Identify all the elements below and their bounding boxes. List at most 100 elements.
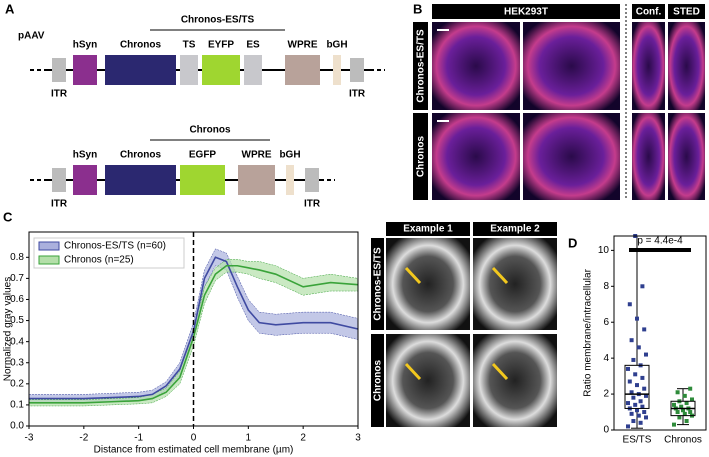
series-line — [29, 264, 359, 404]
y-tick-label: 10 — [598, 245, 610, 256]
data-point — [675, 390, 680, 395]
panel-letter: A — [5, 1, 15, 16]
itr-label: ITR — [51, 89, 68, 100]
data-point — [672, 402, 676, 407]
data-point — [626, 401, 630, 406]
data-point — [633, 402, 638, 407]
x-tick-label: 1 — [246, 433, 252, 444]
micrograph — [473, 238, 557, 330]
y-tick-label: 6 — [603, 317, 609, 328]
header-bar — [473, 222, 557, 236]
row-bar — [413, 113, 428, 200]
y-tick-label: 0.0 — [10, 421, 24, 432]
y-tick-label: 0.3 — [10, 357, 24, 368]
y-tick-label: 0.6 — [10, 294, 24, 305]
row-label: Chronos-ES/TS — [416, 29, 427, 103]
micrograph — [386, 334, 470, 427]
data-point — [629, 390, 634, 395]
y-tick-label: 0.4 — [10, 336, 24, 347]
itr-box — [52, 58, 66, 82]
header-label: STED — [673, 7, 700, 18]
significance-label: p = 4.4e-4 — [637, 236, 683, 247]
data-point — [642, 410, 647, 415]
line-profile — [491, 266, 509, 285]
element-box — [285, 55, 320, 85]
micrograph — [432, 22, 520, 110]
line-profile — [491, 362, 509, 381]
element-label: hSyn — [73, 150, 97, 161]
micrograph — [668, 113, 705, 200]
data-point — [636, 345, 641, 350]
y-tick-label: 0.1 — [10, 400, 24, 411]
data-point — [636, 413, 641, 418]
x-tick-label: -1 — [134, 433, 143, 444]
y-tick-label: 2 — [603, 389, 609, 400]
data-point — [631, 357, 636, 362]
data-point — [640, 375, 645, 380]
data-point — [690, 397, 694, 402]
axes-frame — [28, 231, 359, 427]
micrograph — [432, 113, 520, 200]
data-point — [638, 399, 643, 404]
data-point — [677, 415, 682, 420]
data-point — [644, 352, 648, 357]
itr-label: ITR — [304, 199, 321, 210]
element-label: EGFP — [189, 150, 217, 161]
element-label: bGH — [326, 40, 347, 51]
x-tick-label: -3 — [25, 433, 34, 444]
element-box — [105, 55, 176, 85]
legend-label: Chronos-ES/TS (n=60) — [64, 241, 166, 252]
element-label: hSyn — [73, 40, 97, 51]
header-bar — [632, 4, 665, 19]
x-tick-label: 0 — [191, 433, 197, 444]
x-tick-label: 3 — [355, 433, 361, 444]
data-point — [644, 393, 648, 398]
data-point — [682, 411, 687, 416]
itr-box — [52, 168, 66, 192]
data-point — [688, 386, 693, 391]
data-point — [675, 410, 680, 415]
data-point — [635, 316, 639, 321]
element-box — [244, 55, 262, 85]
axes-frame — [613, 235, 707, 431]
line-profile — [404, 362, 422, 381]
data-point — [688, 410, 693, 415]
row-label: Chronos-ES/TS — [373, 247, 384, 321]
y-tick-label: 4 — [603, 353, 609, 364]
row-bar — [371, 334, 384, 427]
y-axis-label: Normalized gray values — [3, 277, 14, 382]
row-bar — [371, 238, 384, 330]
panel-letter: B — [413, 1, 422, 16]
data-point — [629, 338, 634, 343]
construct-title: Chronos — [189, 125, 231, 136]
legend-swatch — [38, 255, 60, 265]
element-box — [73, 165, 97, 195]
x-axis-label: Distance from estimated cell membrane (µ… — [94, 445, 294, 456]
header-bar — [668, 4, 705, 19]
row-bar — [413, 22, 428, 110]
data-point — [626, 424, 630, 429]
micrograph — [523, 22, 620, 110]
element-box — [238, 165, 275, 195]
x-tick-label: Chronos — [664, 435, 702, 446]
element-box — [180, 55, 198, 85]
vector-label: pAAV — [18, 31, 45, 42]
y-tick-label: 0.7 — [10, 273, 24, 284]
data-point — [642, 327, 647, 332]
data-point — [672, 422, 676, 427]
data-point — [629, 411, 634, 416]
data-point — [626, 366, 630, 371]
itr-label: ITR — [349, 89, 366, 100]
data-point — [640, 404, 645, 409]
itr-label: ITR — [51, 199, 68, 210]
header-bar — [386, 222, 470, 236]
element-box — [105, 165, 176, 195]
data-point — [633, 372, 638, 377]
header-label: Example 1 — [403, 224, 453, 235]
data-point — [638, 420, 643, 425]
data-point — [627, 302, 632, 307]
data-point — [684, 401, 689, 406]
data-point — [642, 386, 647, 391]
itr-box — [350, 58, 364, 82]
